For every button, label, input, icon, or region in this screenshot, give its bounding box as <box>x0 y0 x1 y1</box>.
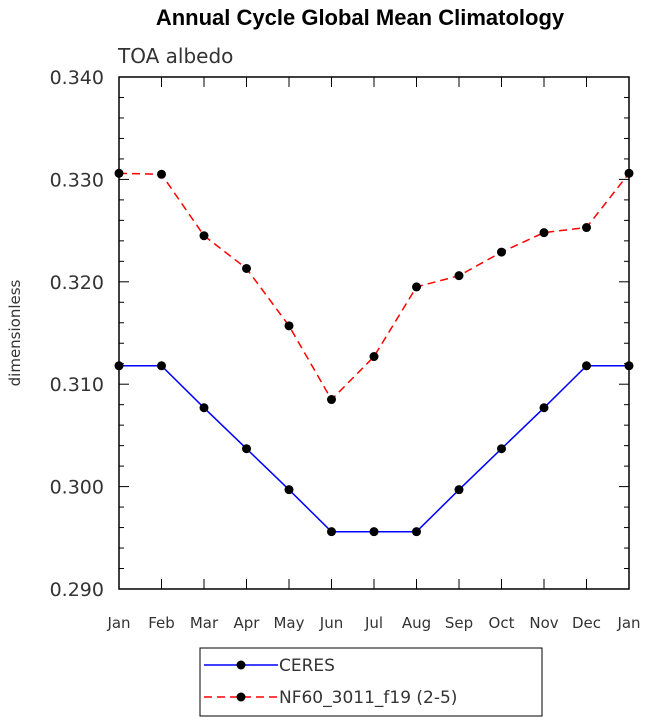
series-group <box>114 168 634 537</box>
x-tick-label: Feb <box>148 614 175 632</box>
legend-box <box>199 647 543 717</box>
series-1-point <box>412 282 421 292</box>
series-1-point <box>199 231 209 241</box>
series-0-point <box>369 527 379 537</box>
y-axis-label: dimensionless <box>6 279 24 386</box>
legend-marker-ceres <box>236 660 246 670</box>
axis-ticks <box>118 76 630 590</box>
plot-frame <box>118 76 630 590</box>
series-1-point <box>157 169 166 179</box>
x-tick-labels: Jan Feb Mar Apr May Jun Jul Aug Sep Oct Nov Dec Jan <box>106 614 640 632</box>
series-0-point <box>284 485 294 495</box>
series-0-point <box>497 444 506 454</box>
y-tick-label: 0.330 <box>50 169 104 191</box>
x-tick-label: Dec <box>572 614 601 632</box>
series-0-point <box>582 361 591 371</box>
legend-marker-nf60 <box>236 692 246 702</box>
x-tick-label: Aug <box>402 614 431 632</box>
series-0-point <box>454 485 464 495</box>
legend-label-ceres: CERES <box>279 656 335 676</box>
y-tick-label: 0.290 <box>50 579 104 601</box>
series-0-point <box>539 403 549 413</box>
x-tick-label: Sep <box>445 614 473 632</box>
series-0-point <box>157 361 166 371</box>
series-0-point <box>412 527 421 537</box>
series-1-point <box>284 321 294 331</box>
x-tick-label: Oct <box>489 614 515 632</box>
x-tick-label: Jul <box>364 614 383 632</box>
series-1-point <box>539 228 549 238</box>
legend: CERES NF60_3011_f19 (2-5) <box>199 647 543 717</box>
series-0-point <box>327 527 336 537</box>
series-1-point <box>454 271 464 281</box>
series-0-point <box>242 444 251 454</box>
series-1-point <box>497 247 506 257</box>
series-line-0 <box>119 365 629 533</box>
x-tick-label: Apr <box>234 614 261 632</box>
chart-subtitle: TOA albedo <box>117 44 233 68</box>
y-tick-label: 0.300 <box>50 477 104 499</box>
series-0-point <box>199 403 209 413</box>
x-tick-label: Nov <box>529 614 558 632</box>
x-tick-label: Jan <box>106 614 130 632</box>
series-1-point <box>582 223 591 233</box>
series-1-point <box>327 395 336 405</box>
series-1-point <box>369 352 379 362</box>
y-tick-label: 0.340 <box>50 67 104 89</box>
y-tick-labels: 0.290 0.300 0.310 0.320 0.330 0.340 <box>50 67 104 601</box>
chart-title: Annual Cycle Global Mean Climatology <box>156 5 565 30</box>
series-line-1 <box>118 172 630 401</box>
x-tick-label: Jan <box>616 614 640 632</box>
legend-label-nf60: NF60_3011_f19 (2-5) <box>279 688 457 708</box>
series-1-point <box>242 263 251 273</box>
y-tick-label: 0.310 <box>50 374 104 396</box>
x-tick-label: May <box>273 614 304 632</box>
y-tick-label: 0.320 <box>50 272 104 294</box>
x-tick-label: Jun <box>319 614 343 632</box>
x-tick-label: Mar <box>190 614 219 632</box>
